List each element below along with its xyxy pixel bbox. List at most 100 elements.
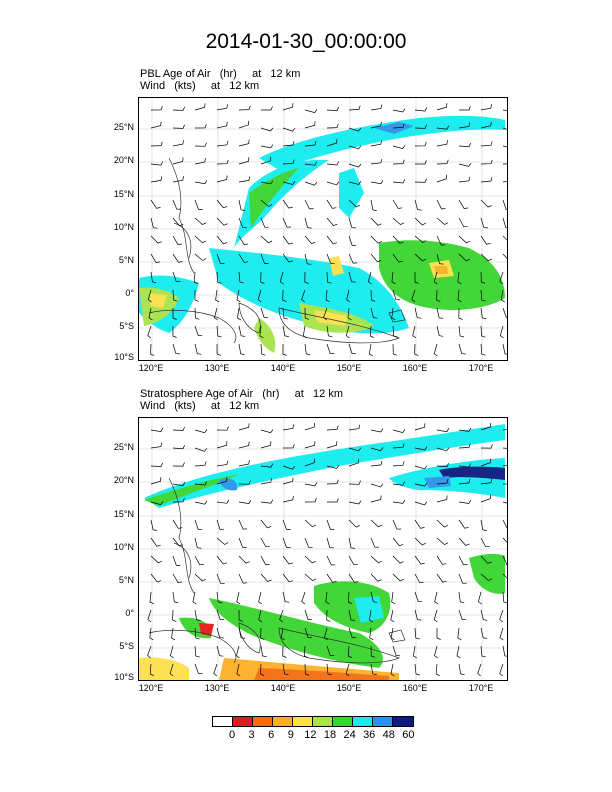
wind-barb — [194, 307, 200, 320]
wind-barb — [325, 289, 330, 303]
wind-barb — [348, 217, 356, 229]
age-colorbar — [212, 716, 414, 727]
wind-barb — [414, 663, 420, 676]
wind-barb — [260, 429, 274, 434]
wind-barb — [502, 519, 507, 529]
wind-barb — [172, 271, 181, 282]
wind-barb — [238, 459, 250, 467]
wind-barb — [370, 460, 383, 467]
wind-barb — [502, 217, 507, 229]
wind-barb — [282, 663, 289, 676]
wind-barb — [238, 609, 244, 622]
wind-barb — [304, 609, 313, 621]
wind-barb — [304, 458, 315, 467]
wind-barb — [326, 645, 335, 656]
colorbar-swatch — [313, 717, 333, 726]
wind-barb — [435, 663, 440, 677]
wind-barb — [414, 446, 428, 451]
wind-barb — [436, 573, 447, 583]
wind-barb — [216, 555, 227, 565]
wind-barb — [414, 235, 427, 243]
wind-barb — [392, 253, 403, 263]
wind-barb — [194, 555, 204, 566]
wind-barb — [304, 482, 318, 487]
colorbar-swatch — [353, 717, 373, 726]
wind-barb — [458, 325, 464, 338]
lat-tick-label: 20°N — [113, 475, 134, 485]
wind-barb — [370, 235, 382, 244]
wind-barb — [369, 609, 373, 623]
wind-barb — [369, 627, 374, 641]
map2-wind-barbs — [147, 422, 507, 677]
wind-barb — [392, 217, 405, 226]
wind-barb — [414, 199, 422, 211]
wind-barb — [194, 573, 207, 582]
wind-barb — [260, 271, 265, 284]
wind-barb — [370, 289, 376, 302]
wind-barb — [348, 145, 362, 150]
wind-barb — [436, 253, 444, 265]
wind-barb — [238, 139, 250, 147]
wind-barb — [172, 199, 181, 210]
wind-barb — [194, 627, 200, 640]
wind-barb — [282, 645, 287, 658]
wind-barb — [480, 325, 486, 338]
lat-tick-label: 5°S — [119, 321, 134, 331]
wind-barb — [414, 555, 425, 565]
wind-barb — [348, 627, 357, 639]
wind-barb — [370, 104, 383, 111]
wind-barb — [260, 499, 274, 504]
wind-barb — [348, 180, 362, 185]
wind-barb — [436, 159, 449, 165]
colorbar-label: 9 — [287, 729, 294, 741]
wind-barb — [150, 176, 163, 183]
wind-barb — [458, 235, 471, 244]
wind-barb — [436, 199, 446, 210]
wind-barb — [216, 199, 228, 209]
wind-barb — [282, 495, 294, 503]
wind-barb — [150, 343, 155, 356]
wind-barb — [392, 519, 402, 530]
wind-barb — [304, 307, 310, 320]
wind-barb — [326, 425, 339, 431]
wind-barb — [458, 176, 471, 183]
wind-barb — [480, 627, 488, 639]
wind-barb — [433, 609, 438, 623]
wind-barb — [194, 461, 207, 467]
wind-barb — [414, 253, 427, 262]
wind-barb — [279, 271, 284, 285]
wind-barb — [260, 519, 272, 529]
wind-barb — [301, 289, 306, 303]
wind-barb — [326, 573, 337, 583]
wind-barb — [282, 591, 290, 603]
wind-barb — [216, 519, 225, 531]
colorbar-swatch — [393, 717, 413, 726]
wind-barb — [282, 141, 295, 147]
wind-barb — [326, 441, 338, 449]
colorbar-swatch — [373, 717, 393, 726]
wind-barb — [326, 325, 333, 338]
wind-barb — [282, 217, 292, 228]
wind-barb — [236, 663, 241, 677]
wind-barb — [260, 627, 265, 640]
wind-barb — [216, 271, 222, 284]
wind-barb — [170, 645, 174, 659]
wind-barb — [150, 199, 161, 209]
wind-barb — [282, 555, 293, 565]
wind-barb — [194, 447, 208, 452]
wind-barb — [260, 478, 272, 485]
wind-barb — [259, 325, 264, 339]
wind-barb — [260, 253, 269, 264]
wind-barb — [499, 609, 504, 623]
wind-barb — [434, 645, 439, 659]
wind-barb — [216, 460, 229, 467]
wind-barb — [502, 429, 507, 431]
wind-barb — [480, 458, 491, 467]
wind-barb — [414, 307, 422, 319]
wind-barb — [480, 307, 487, 320]
wind-barb — [499, 663, 504, 677]
wind-barb — [390, 627, 395, 641]
wind-barb — [433, 271, 438, 285]
wind-barb — [458, 499, 472, 504]
wind-barb — [346, 289, 351, 303]
